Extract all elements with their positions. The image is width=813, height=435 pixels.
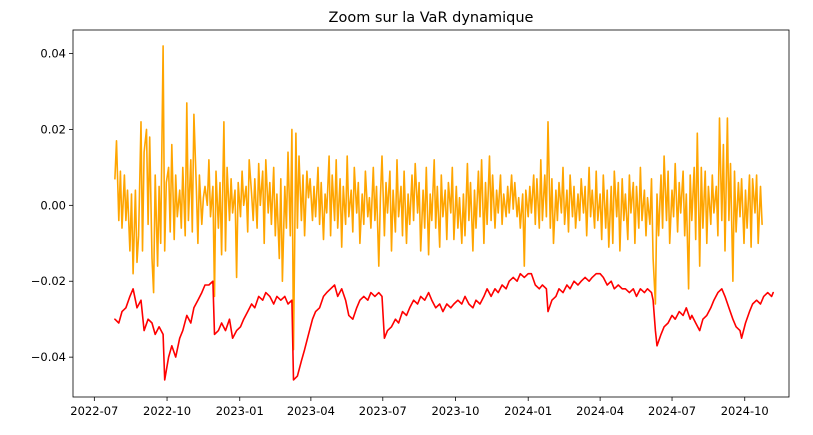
x-axis: 2022-07 2022-10 2023-01 2023-04 2023-07 2023-… xyxy=(70,397,769,418)
x-tick-label: 2022-10 xyxy=(143,404,191,418)
chart-title: Zoom sur la VaR dynamique xyxy=(329,10,534,26)
x-tick-label: 2024-04 xyxy=(576,404,624,418)
series-line-2 xyxy=(114,272,774,381)
x-tick-label: 2022-07 xyxy=(70,404,118,418)
y-tick-label: 0.02 xyxy=(40,122,66,136)
series-line-1 xyxy=(114,45,763,351)
x-tick-label: 2023-04 xyxy=(287,404,335,418)
x-tick-label: 2023-10 xyxy=(431,404,479,418)
y-tick-label: 0.00 xyxy=(40,198,66,212)
y-axis: −0.04 −0.02 0.00 0.02 0.04 xyxy=(31,47,73,364)
series-layer xyxy=(114,45,774,381)
y-tick-label: 0.04 xyxy=(40,47,66,61)
x-tick-label: 2024-07 xyxy=(648,404,696,418)
plot-frame xyxy=(72,29,790,398)
x-tick-label: 2023-07 xyxy=(359,404,407,418)
x-tick-label: 2024-10 xyxy=(721,404,769,418)
y-tick-label: −0.04 xyxy=(31,350,66,364)
y-tick-label: −0.02 xyxy=(31,274,66,288)
x-tick-label: 2024-01 xyxy=(504,404,552,418)
x-tick-label: 2023-01 xyxy=(216,404,264,418)
